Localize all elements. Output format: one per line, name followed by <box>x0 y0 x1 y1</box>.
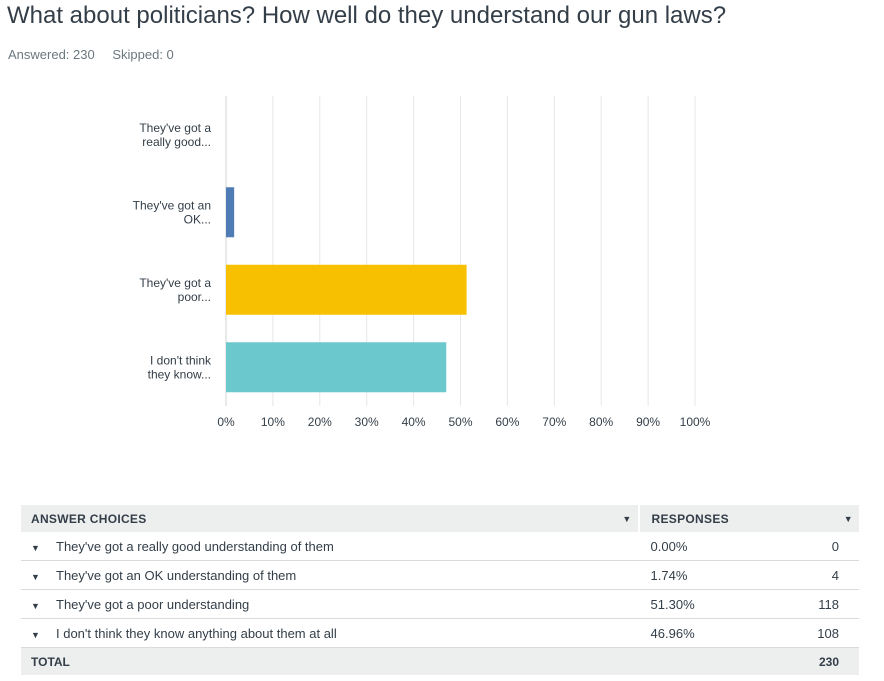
sort-caret-icon[interactable]: ▼ <box>843 513 853 524</box>
table-header: ANSWER CHOICES ▼ RESPONSES ▼ <box>21 505 859 532</box>
table-row: ▼ They've got an OK understanding of them… <box>21 560 859 590</box>
x-tick-label: 50% <box>448 415 472 429</box>
x-tick-label: 70% <box>542 415 566 429</box>
x-tick-label: 100% <box>680 415 711 429</box>
expand-caret-icon[interactable]: ▼ <box>31 600 40 611</box>
table-row: ▼ I don't think they know anything about … <box>21 618 859 648</box>
category-label: I don't think they know... <box>148 353 212 381</box>
x-tick-label: 60% <box>495 415 519 429</box>
response-count: 108 <box>768 618 859 648</box>
total-label: TOTAL <box>21 647 639 675</box>
x-tick-label: 30% <box>355 415 379 429</box>
x-tick-label: 0% <box>217 415 235 429</box>
response-count: 4 <box>768 560 859 590</box>
table-row: ▼ They've got a poor understanding 51.30%… <box>21 589 859 619</box>
table-row: ▼ They've got a really good understanding… <box>21 532 859 561</box>
choice-label: They've got a really good understanding … <box>56 538 334 554</box>
x-tick-label: 80% <box>589 415 613 429</box>
x-tick-label: 10% <box>261 415 285 429</box>
bar-chart: 0% 10% 20% 30% 40% 50% 60% 70% 80% 90% 100% They've… <box>133 96 711 429</box>
bar <box>226 342 447 393</box>
expand-caret-icon[interactable]: ▼ <box>31 571 40 582</box>
response-percent: 1.74% <box>638 560 769 590</box>
responses-header[interactable]: RESPONSES ▼ <box>637 505 859 532</box>
question-title: What about politicians? How well do they… <box>7 2 727 29</box>
choice-label: They've got an OK understanding of them <box>56 567 297 583</box>
bar <box>226 187 235 238</box>
responses-label: RESPONSES <box>651 511 729 526</box>
results-table: ANSWER CHOICES ▼ RESPONSES ▼ ▼ They've got … <box>21 505 859 675</box>
expand-caret-icon[interactable]: ▼ <box>31 629 40 640</box>
answer-choices-header[interactable]: ANSWER CHOICES ▼ <box>21 505 639 532</box>
expand-caret-icon[interactable]: ▼ <box>31 542 40 553</box>
total-count: 230 <box>768 647 859 675</box>
response-percent: 0.00% <box>638 532 769 561</box>
choice-label: I don't think they know anything about t… <box>56 625 337 641</box>
answered-count: Answered: 230 <box>8 47 95 62</box>
response-meta: Answered: 230 Skipped: 0 <box>8 47 188 62</box>
category-label: They've got a really good... <box>139 121 211 149</box>
x-tick-label: 20% <box>308 415 332 429</box>
skipped-count: Skipped: 0 <box>112 47 174 62</box>
response-percent: 46.96% <box>638 618 769 648</box>
answer-choices-label: ANSWER CHOICES <box>31 511 147 526</box>
bar <box>226 264 467 315</box>
category-label: They've got a poor... <box>139 276 211 304</box>
choice-label: They've got a poor understanding <box>56 596 250 612</box>
sort-caret-icon[interactable]: ▼ <box>622 513 632 524</box>
table-total-row: TOTAL 230 <box>21 647 859 675</box>
response-count: 0 <box>768 532 859 561</box>
x-tick-label: 40% <box>402 415 426 429</box>
response-percent: 51.30% <box>638 589 769 619</box>
category-label: They've got an OK... <box>133 198 211 226</box>
response-count: 118 <box>768 589 859 619</box>
x-tick-label: 90% <box>636 415 660 429</box>
